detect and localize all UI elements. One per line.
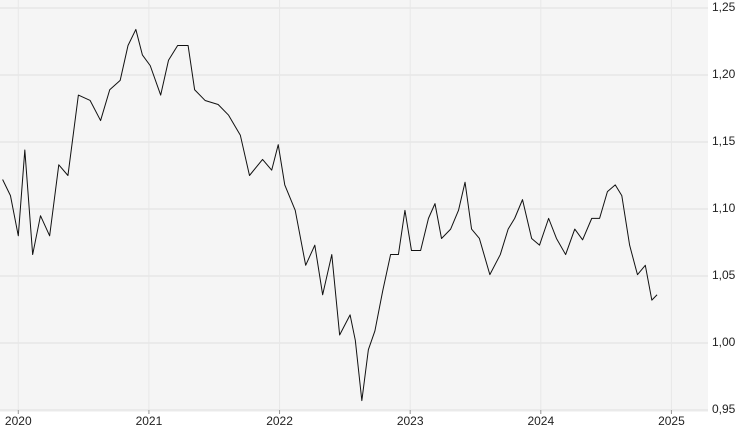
x-tick-label: 2024: [527, 414, 554, 428]
y-tick-label: 1,25: [712, 0, 736, 14]
y-tick-label: 1,10: [712, 201, 736, 215]
y-tick-label: 1,05: [712, 268, 736, 282]
x-tick-label: 2023: [397, 414, 424, 428]
y-tick-label: 1,15: [712, 134, 736, 148]
x-tick-label: 2021: [136, 414, 163, 428]
y-tick-label: 1,20: [712, 67, 736, 81]
plot-background: [0, 0, 708, 412]
x-tick-label: 2022: [266, 414, 293, 428]
price-line: [2, 28, 658, 402]
y-tick-label: 1,00: [712, 335, 736, 349]
y-tick-label: 0,95: [712, 402, 736, 416]
x-tick-label: 2025: [658, 414, 685, 428]
x-tick-label: 2020: [5, 414, 32, 428]
